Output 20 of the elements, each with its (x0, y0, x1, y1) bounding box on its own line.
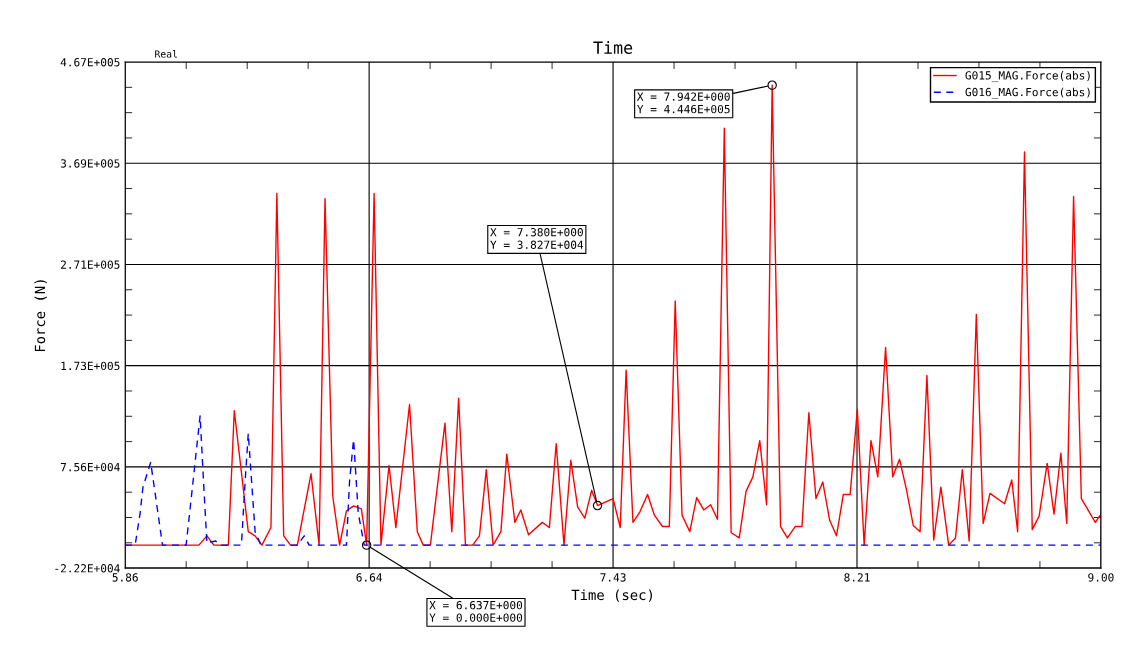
x-tick-label: 6.64 (356, 573, 382, 582)
annotation: X = 7.942E+000 Y = 4.446E+005 (636, 92, 730, 114)
y-axis-title: Force (N) (34, 280, 47, 352)
x-tick-label: 8.21 (844, 573, 870, 582)
legend-label: G015_MAG.Force(abs) (965, 70, 1090, 83)
annotation: X = 7.380E+000 Y = 3.827E+004 (490, 228, 584, 249)
y-tick-label: 2.71E+005 (60, 260, 120, 269)
y-tick-label: 7.56E+004 (60, 462, 120, 472)
y-tick-label: -2.22E+004 (55, 564, 120, 573)
legend-label: G016_MAG.Force(abs) (965, 87, 1090, 99)
x-axis-title: Time (sec) (571, 589, 652, 602)
y-tick-label: 1.73E+005 (61, 361, 120, 371)
text: Real (155, 50, 177, 58)
y-tick-label: 4.67E+005 (60, 58, 120, 67)
annotation: X = 6.637E+000 Y = 0.000E+000 (429, 600, 523, 622)
x-tick-label: 5.86 (112, 573, 138, 582)
y-tick-label: 3.69E+005 (60, 159, 120, 168)
chart-title: Time (593, 41, 633, 54)
x-tick-label: 9.00 (1088, 573, 1114, 582)
x-tick-label: 7.43 (600, 573, 626, 582)
